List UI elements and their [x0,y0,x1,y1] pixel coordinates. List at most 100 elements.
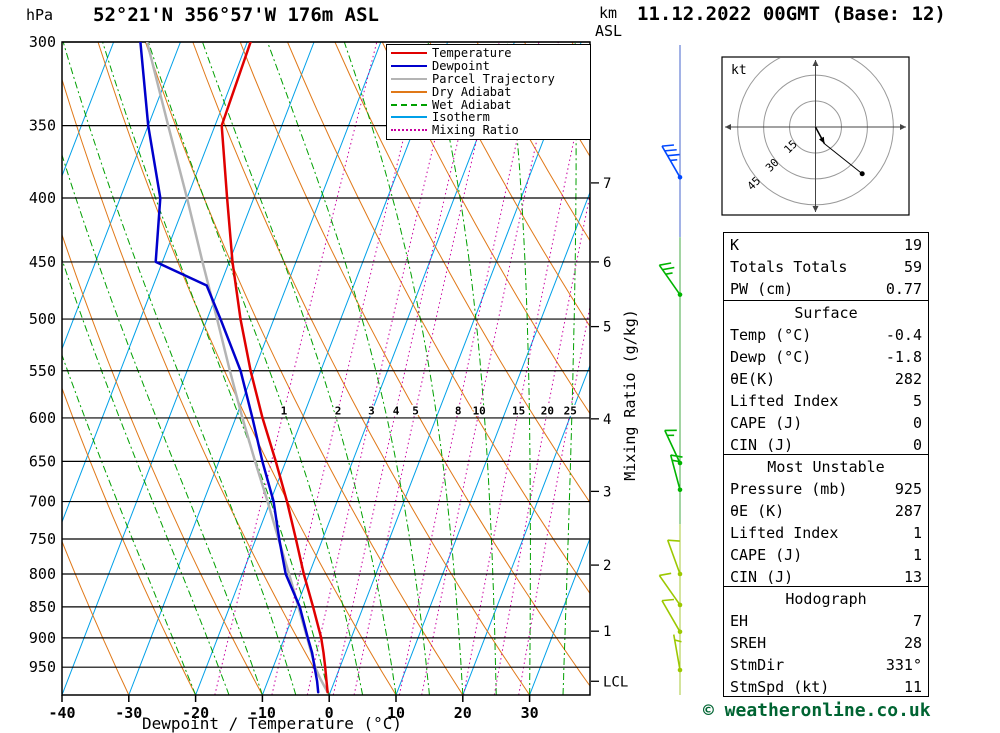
km-tick-label: 6 [603,255,611,271]
stat-value: 1 [912,524,922,542]
wet-adiabat-line [427,42,497,695]
hodograph-table-header: Hodograph [785,590,867,608]
temperature-curve [220,42,329,694]
copyright: © weatheronline.co.uk [703,700,931,721]
mixing-ratio-value-label: 8 [455,405,462,418]
most_unstable-table-header: Most Unstable [767,458,885,476]
legend-line-sample [391,129,427,132]
pressure-axis-unit: hPa [26,6,54,24]
wind-barb-station-dot [677,175,683,180]
mixing-ratio-line [493,192,590,695]
altitude-axis-unit-asl: ASL [595,22,623,40]
stat-label: Pressure (mb) [730,480,848,498]
legend-item: Parcel Trajectory [390,73,587,86]
legend-line-sample [391,90,427,93]
stat-value: 331° [885,656,922,674]
stat-label: K [730,236,740,254]
legend: Temperature Dewpoint Parcel Trajectory Dry … [386,44,591,140]
stat-label: Temp (°C) [730,326,812,344]
stat-label: CIN (J) [730,568,794,586]
dry-adiabat-line [334,42,590,504]
mixing-ratio-line [518,304,590,695]
hodograph-unit-label: kt [731,63,747,78]
wind-barb-staff [666,539,681,575]
wind-barb-half-feather [670,158,678,162]
hodograph-stats-table: Hodograph EH 7 SREH 28 StmDir 331° StmSpd (kt) 1… [723,586,929,697]
table-row: StmDir 331° [730,654,922,676]
parcel-trajectory-curve [145,42,329,694]
wind-barb-feather [667,539,680,542]
table-row: Lifted Index 5 [730,390,922,412]
legend-item: Wet Adiabat [390,98,587,111]
legend-item: Dry Adiabat [390,85,587,98]
mixing-ratio-axis-label: Mixing Ratio (g/kg) [621,309,639,481]
wind-barb-station-dot [677,487,683,493]
wind-barb-half-feather [671,459,680,463]
dry-adiabat-line [381,42,590,415]
legend-line-sample [391,77,427,80]
temp-tick-label: 20 [454,704,472,722]
stat-value: 28 [903,634,922,652]
altitude-axis: 7 6 5 4 3 2 1 LCL [591,176,628,690]
legend-label: Dry Adiabat [432,84,512,99]
wind-barb-half-feather [674,639,682,643]
mixing-ratio-value-label: 2 [335,405,342,418]
stat-value: -1.8 [885,348,922,366]
altitude-axis-unit-km: km [599,4,618,22]
isotherm-line [128,42,382,695]
mixing-ratio-line [398,42,540,695]
hodograph-trace-point [859,171,865,177]
surface-table: Surface Temp (°C) -0.4 Dewp (°C) -1.8 θE(K) 28… [723,300,929,455]
legend-line-sample [391,52,427,55]
stat-value: 287 [894,502,922,520]
stat-value: 59 [903,258,922,276]
isotherm-line [62,42,248,524]
mixing-ratio-value-label: 3 [368,405,375,418]
table-row: θE (K) 287 [730,500,922,522]
table-row: StmSpd (kt) 11 [730,676,922,696]
mixing-ratio-lines: 1 2 3 4 5 8 10 15 20 25 [214,42,590,695]
stat-value: 0.77 [885,280,922,298]
pressure-tick-label: 300 [29,33,56,51]
stat-value: 282 [894,370,922,388]
stat-label: Dewp (°C) [730,348,812,366]
temp-tick-label: 10 [387,704,405,722]
wind-barb-feather [661,144,675,147]
km-tick-label: 4 [603,412,611,428]
stat-value: 5 [912,392,922,410]
stat-label: EH [730,612,749,630]
legend-label: Mixing Ratio [432,123,519,138]
km-tick-label: 3 [603,484,611,500]
wind-barb-feather [661,598,675,602]
temp-tick-label: 0 [325,704,334,722]
stat-label: CIN (J) [730,436,794,454]
temperature-axis-label: Dewpoint / Temperature (°C) [141,714,403,733]
mixing-ratio-value-label: 25 [564,405,577,418]
temp-tick-label: -20 [182,704,209,722]
legend-label: Dewpoint [432,59,490,74]
temp-tick-label: -40 [48,704,75,722]
wet-adiabat-line [562,42,577,695]
isotherm-line [62,42,181,351]
isotherm-line [62,42,315,695]
stat-label: CAPE (J) [730,414,803,432]
table-row: CAPE (J) 0 [730,412,922,434]
km-tick-label: 2 [603,558,611,574]
km-tick-label: LCL [603,674,628,690]
station-title: 52°21'N 356°57'W 176m ASL [93,4,379,26]
wind-barb-staff [658,264,681,296]
table-row: Totals Totals 59 [730,256,922,278]
pressure-tick-label: 400 [29,189,56,207]
table-row: Lifted Index 1 [730,522,922,544]
sounding-curves [139,42,329,694]
stat-value: 11 [903,678,922,696]
pressure-tick-label: 450 [29,253,56,271]
hodograph-trace [824,143,863,175]
table-row: K 19 [730,234,922,256]
stat-label: θE (K) [730,502,785,520]
pressure-tick-label: 500 [29,310,56,328]
wet-adiabat-line [62,153,263,695]
stat-label: PW (cm) [730,280,794,298]
mixing-ratio-line [306,42,459,695]
